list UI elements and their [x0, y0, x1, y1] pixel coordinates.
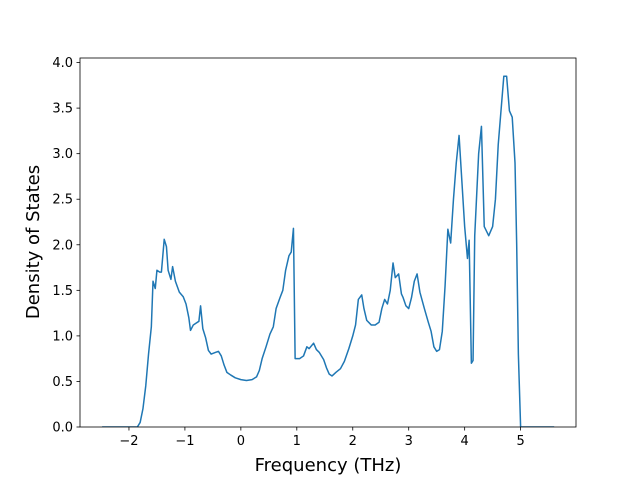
plot-frame	[79, 57, 577, 428]
y-tick-label: 3.0	[52, 147, 73, 162]
y-tick-label: 0.5	[52, 375, 73, 390]
x-tick-label: −2	[119, 434, 138, 449]
x-tick-label: 4	[461, 434, 469, 449]
x-axis-label: Frequency (THz)	[255, 455, 402, 476]
y-tick-label: 4.0	[52, 56, 73, 71]
y-tick-label: 3.5	[52, 102, 73, 117]
y-tick-label: 0.0	[52, 421, 73, 436]
y-axis-label: Density of States	[23, 165, 44, 319]
x-tick-label: 1	[293, 434, 301, 449]
y-tick-label: 2.5	[52, 193, 73, 208]
x-tick-label: 0	[237, 434, 245, 449]
y-tick-label: 1.5	[52, 284, 73, 299]
y-tick-label: 2.0	[52, 238, 73, 253]
x-tick-label: 2	[349, 434, 357, 449]
x-tick-label: 3	[405, 434, 413, 449]
x-tick-label: −1	[175, 434, 194, 449]
line	[102, 75, 555, 427]
y-tick-label: 1.0	[52, 329, 73, 344]
x-tick-label: 5	[516, 434, 524, 449]
